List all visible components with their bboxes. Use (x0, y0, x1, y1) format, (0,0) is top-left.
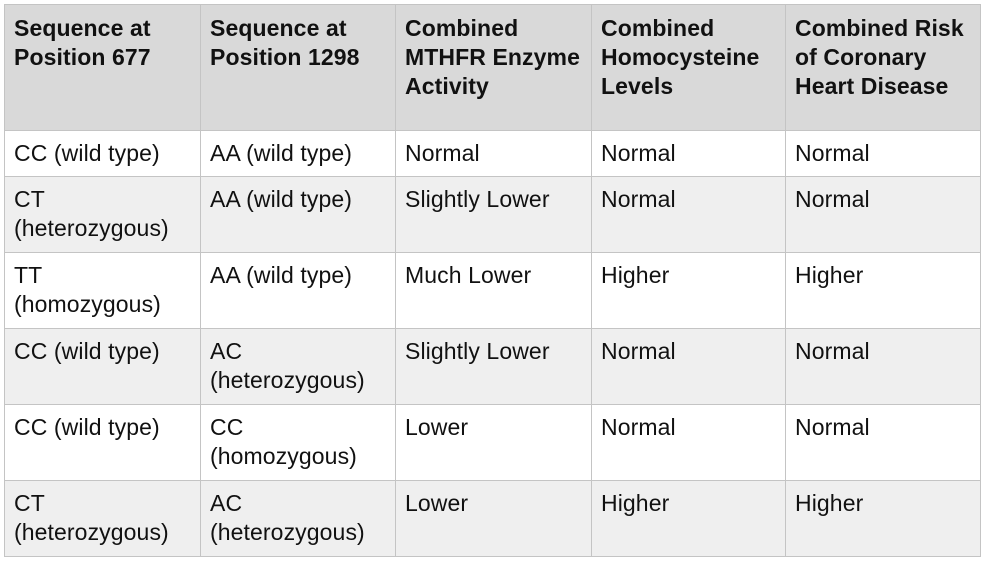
table-cell: TT (homozygous) (4, 252, 201, 329)
table-container: Sequence at Position 677 Sequence at Pos… (4, 4, 981, 557)
table-row: CC (wild type) AA (wild type) Normal Nor… (4, 130, 981, 177)
table-cell: Lower (395, 404, 592, 481)
table-cell: AA (wild type) (200, 130, 396, 177)
column-header-position-1298: Sequence at Position 1298 (200, 4, 396, 131)
table-cell: Much Lower (395, 252, 592, 329)
table-cell: AA (wild type) (200, 176, 396, 253)
table-cell: Slightly Lower (395, 328, 592, 405)
table-cell: CC (wild type) (4, 404, 201, 481)
table-cell: Normal (591, 130, 786, 177)
header-label: Combined Homocysteine Levels (601, 15, 760, 99)
header-label: Sequence at Position 1298 (210, 15, 360, 70)
table-cell: Normal (785, 176, 981, 253)
table-cell: AA (wild type) (200, 252, 396, 329)
column-header-enzyme-activity: Combined MTHFR Enzyme Activity (395, 4, 592, 131)
table-row: CC (wild type) CC (homozygous) Lower Nor… (4, 404, 981, 481)
table-cell: Normal (591, 328, 786, 405)
table-cell: CC (wild type) (4, 328, 201, 405)
table-cell: Normal (591, 404, 786, 481)
table-cell: Higher (591, 480, 786, 557)
table-cell: CT (heterozygous) (4, 480, 201, 557)
table-row: TT (homozygous) AA (wild type) Much Lowe… (4, 252, 981, 329)
table-cell: Normal (395, 130, 592, 177)
table-cell: Normal (785, 404, 981, 481)
table-cell: Higher (785, 252, 981, 329)
table-cell: Higher (785, 480, 981, 557)
table-row: CT (heterozygous) AC (heterozygous) Lowe… (4, 480, 981, 557)
mthfr-genotype-table: Sequence at Position 677 Sequence at Pos… (4, 4, 981, 557)
table-cell: Higher (591, 252, 786, 329)
header-label: Combined MTHFR Enzyme Activity (405, 15, 580, 99)
table-cell: Normal (591, 176, 786, 253)
table-cell: CC (wild type) (4, 130, 201, 177)
table-row: CT (heterozygous) AA (wild type) Slightl… (4, 176, 981, 253)
column-header-position-677: Sequence at Position 677 (4, 4, 201, 131)
table-header-row: Sequence at Position 677 Sequence at Pos… (4, 4, 981, 131)
table-cell: AC (heterozygous) (200, 480, 396, 557)
table-cell: AC (heterozygous) (200, 328, 396, 405)
table-cell: Normal (785, 130, 981, 177)
table-cell: Normal (785, 328, 981, 405)
table-cell: CT (heterozygous) (4, 176, 201, 253)
column-header-chd-risk: Combined Risk of Coronary Heart Disease (785, 4, 981, 131)
header-label: Sequence at Position 677 (14, 15, 151, 70)
table-cell: CC (homozygous) (200, 404, 396, 481)
header-label: Combined Risk of Coronary Heart Disease (795, 15, 964, 99)
table-cell: Slightly Lower (395, 176, 592, 253)
table-cell: Lower (395, 480, 592, 557)
table-row: CC (wild type) AC (heterozygous) Slightl… (4, 328, 981, 405)
column-header-homocysteine-levels: Combined Homocysteine Levels (591, 4, 786, 131)
